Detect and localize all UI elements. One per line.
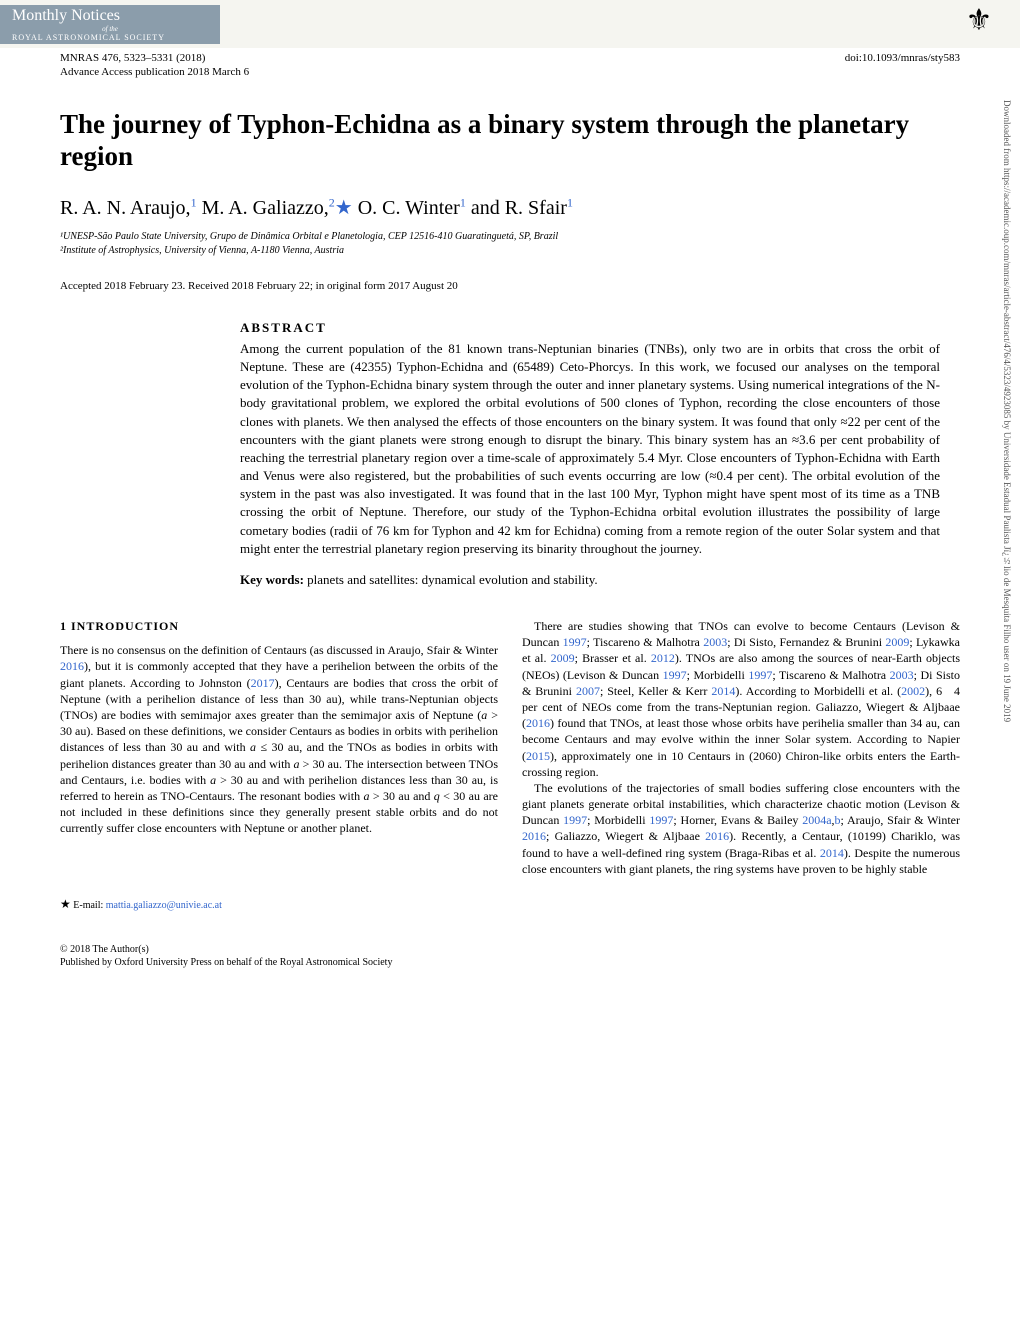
society-crest-icon: ⚜ [958,3,1000,45]
keywords: Key words: planets and satellites: dynam… [240,572,940,588]
citation-link[interactable]: 1997 [663,668,687,682]
citation-link[interactable]: 2015 [526,749,550,763]
author-name: M. A. Galiazzo, [202,197,329,219]
affil-sup: 1 [460,195,466,209]
corresponding-email-note: ★ E-mail: mattia.galiazzo@univie.ac.at [60,896,498,913]
abstract-heading: ABSTRACT [240,320,940,336]
author-name: R. A. N. Araujo, [60,197,191,219]
download-provenance-text: Downloaded from https://academic.oup.com… [996,100,1012,1300]
advance-access: Advance Access publication 2018 March 6 [0,66,1020,78]
citation-link[interactable]: 1997 [563,813,587,827]
citation-link[interactable]: b [835,813,841,827]
affiliations: ¹UNESP-São Paulo State University, Grupo… [60,230,960,258]
citation-link[interactable]: 1997 [748,668,772,682]
citation-text: MNRAS 476, 5323–5331 (2018) [60,52,205,64]
citation-link[interactable]: 2014 [711,684,735,698]
citation-link[interactable]: 2016 [705,829,729,843]
citation-link[interactable]: 2012 [651,651,675,665]
abstract-text: Among the current population of the 81 k… [240,340,940,558]
body-paragraph: The evolutions of the trajectories of sm… [522,780,960,877]
citation-link[interactable]: 2002 [901,684,925,698]
article-title: The journey of Typhon-Echidna as a binar… [60,108,960,173]
citation-link[interactable]: 2016 [526,716,550,730]
article-content: The journey of Typhon-Echidna as a binar… [0,78,1020,933]
citation-link[interactable]: 2003 [890,668,914,682]
abstract-block: ABSTRACT Among the current population of… [240,320,940,588]
citation-link[interactable]: 2009 [885,635,909,649]
doi-text: doi:10.1093/mnras/sty583 [845,52,960,64]
publisher-line: Published by Oxford University Press on … [60,956,960,969]
body-paragraph: There are studies showing that TNOs can … [522,618,960,780]
journal-banner: Monthly Notices of the ROYAL ASTRONOMICA… [0,0,1020,48]
citation-link[interactable]: 2016 [522,829,546,843]
meta-row: MNRAS 476, 5323–5331 (2018) doi:10.1093/… [0,48,1020,66]
author-name: O. C. Winter [358,197,460,219]
citation-link[interactable]: 2003 [703,635,727,649]
keywords-label: Key words: [240,572,304,587]
email-link[interactable]: mattia.galiazzo@univie.ac.at [106,900,222,911]
star-icon: ★ [60,897,71,911]
citation-link[interactable]: 2016 [60,659,84,673]
email-label: E-mail: [71,900,106,911]
column-right: There are studies showing that TNOs can … [522,618,960,913]
affiliation-2: ²Institute of Astrophysics, University o… [60,244,960,258]
citation-link[interactable]: 2004a [802,813,831,827]
body-paragraph: There is no consensus on the definition … [60,642,498,836]
journal-title: Monthly Notices [12,7,208,25]
column-left: 1 INTRODUCTION There is no consensus on … [60,618,498,913]
affil-sup: 1 [567,195,573,209]
affiliation-1: ¹UNESP-São Paulo State University, Grupo… [60,230,960,244]
citation-link[interactable]: 2007 [576,684,600,698]
citation-link[interactable]: 1997 [649,813,673,827]
citation-link[interactable]: 1997 [563,635,587,649]
author-name: and R. Sfair [471,197,567,219]
page-footer: © 2018 The Author(s) Published by Oxford… [0,933,1020,979]
citation-link[interactable]: 2014 [820,846,844,860]
citation-link[interactable]: 2017 [251,676,275,690]
journal-subtitle: of the [12,25,208,33]
keywords-text: planets and satellites: dynamical evolut… [304,572,598,587]
corresponding-star-icon: ★ [335,197,353,219]
section-heading: 1 INTRODUCTION [60,618,498,634]
author-list: R. A. N. Araujo,1 M. A. Galiazzo,2★ O. C… [60,195,960,220]
citation-link[interactable]: 2009 [551,651,575,665]
journal-org: ROYAL ASTRONOMICAL SOCIETY [12,33,208,42]
body-columns: 1 INTRODUCTION There is no consensus on … [60,618,960,913]
copyright-line: © 2018 The Author(s) [60,943,960,956]
affil-sup: 1 [191,195,197,209]
received-dates: Accepted 2018 February 23. Received 2018… [60,280,960,292]
journal-logo: Monthly Notices of the ROYAL ASTRONOMICA… [0,5,220,44]
